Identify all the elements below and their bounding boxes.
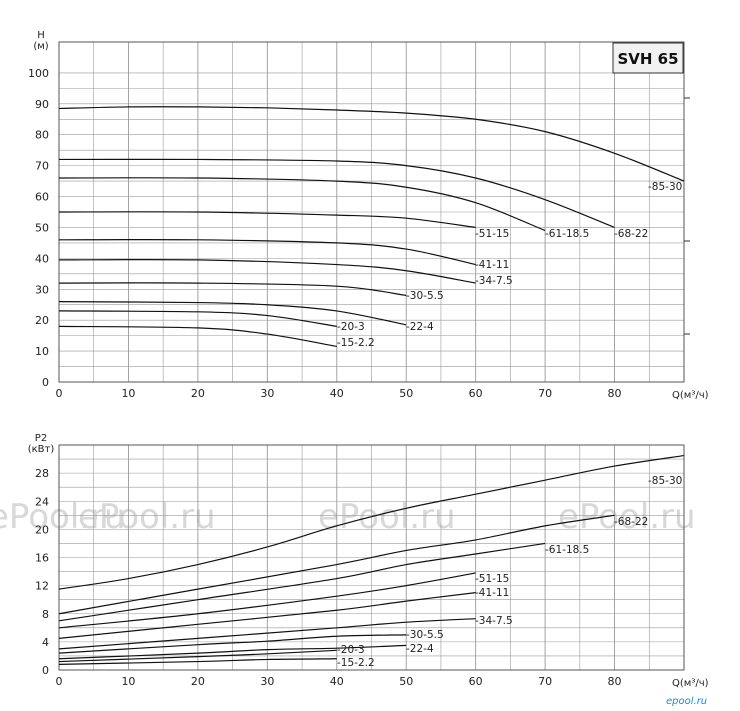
y-tick-label: 10 bbox=[35, 345, 49, 358]
x-tick-label: 20 bbox=[191, 387, 205, 400]
x-tick-label: 0 bbox=[56, 675, 63, 688]
watermark-text: ePool.ru bbox=[0, 497, 126, 537]
y-tick-label: 80 bbox=[35, 129, 49, 142]
series-line bbox=[58, 238, 476, 266]
y-tick-label: 60 bbox=[35, 191, 49, 204]
series-label: -15-2.2 bbox=[337, 657, 375, 669]
series-line bbox=[58, 542, 546, 622]
series-label: -30-5.5 bbox=[406, 290, 444, 302]
series-label: -34-7.5 bbox=[475, 275, 513, 287]
watermark-text: ePool.ru bbox=[78, 497, 216, 537]
power-chart: 0 10 20 30 40 50 60 70 80 Q(м³/ч) 0 4 8 12 16 20 24 28 P2(… bbox=[28, 433, 709, 689]
x-tick-label: 20 bbox=[191, 675, 205, 688]
series-line bbox=[58, 301, 407, 326]
series-label: -85-30 bbox=[648, 475, 682, 487]
watermark-text: ePool.ru bbox=[558, 497, 696, 537]
series-line bbox=[58, 211, 476, 229]
series-label: -15-2.2 bbox=[337, 337, 375, 349]
x-tick-label: 50 bbox=[399, 675, 413, 688]
y-tick-label: 12 bbox=[35, 580, 49, 593]
y-axis-unit: (м) bbox=[33, 41, 48, 52]
series-label: -51-15 bbox=[475, 573, 509, 585]
x-axis-label: Q(м³/ч) bbox=[672, 390, 709, 401]
series-label: -22-4 bbox=[406, 643, 434, 655]
y-tick-label: 16 bbox=[35, 552, 49, 565]
series-label: -20-3 bbox=[337, 321, 365, 333]
y-tick-label: 28 bbox=[35, 467, 49, 480]
x-tick-label: 10 bbox=[121, 387, 135, 400]
y-tick-label: 8 bbox=[42, 608, 49, 621]
series-line bbox=[58, 592, 476, 639]
y-tick-label: 100 bbox=[28, 67, 49, 80]
x-tick-label: 70 bbox=[538, 387, 552, 400]
y-tick-label: 30 bbox=[35, 283, 49, 296]
series-line bbox=[58, 572, 476, 629]
y-axis-label: P2 bbox=[35, 433, 47, 444]
series-label: -22-4 bbox=[406, 321, 434, 333]
x-tick-label: 0 bbox=[56, 387, 63, 400]
series-label: -61-18.5 bbox=[545, 228, 589, 240]
watermark-layer: ePool.ru ePool.ru ePool.ru ePool.ru bbox=[0, 497, 696, 537]
series-label: -34-7.5 bbox=[475, 615, 513, 627]
series-line bbox=[58, 634, 407, 654]
series-label: -41-11 bbox=[475, 587, 509, 599]
x-tick-label: 80 bbox=[608, 675, 622, 688]
series-line bbox=[58, 618, 476, 650]
logo: epool.ru bbox=[666, 696, 707, 707]
grid bbox=[58, 444, 685, 671]
series-label: -51-15 bbox=[475, 228, 509, 240]
series-label: -20-3 bbox=[337, 644, 365, 656]
y-tick-label: 4 bbox=[42, 636, 49, 649]
series-line bbox=[58, 177, 546, 232]
series-line bbox=[58, 454, 685, 590]
series-label: -85-30 bbox=[648, 181, 682, 193]
y-tick-label: 90 bbox=[35, 98, 49, 111]
series-line bbox=[58, 325, 337, 348]
x-tick-label: 60 bbox=[469, 387, 483, 400]
series-label: -41-11 bbox=[475, 259, 509, 271]
model-badge: SVH 65 bbox=[612, 42, 684, 74]
series-line bbox=[58, 310, 337, 327]
series-line bbox=[58, 658, 337, 665]
series-label: -68-22 bbox=[614, 228, 648, 240]
series-label: -61-18.5 bbox=[545, 544, 589, 556]
x-tick-label: 30 bbox=[260, 387, 274, 400]
y-tick-label: 0 bbox=[42, 376, 49, 389]
y-axis-unit: (кВт) bbox=[28, 444, 55, 455]
model-badge-label: SVH 65 bbox=[617, 50, 678, 68]
x-axis-label: Q(м³/ч) bbox=[672, 678, 709, 689]
series-line bbox=[58, 644, 407, 660]
series-line bbox=[58, 514, 615, 615]
series-label: -68-22 bbox=[614, 516, 648, 528]
watermark-text: ePool.ru bbox=[318, 497, 456, 537]
series-line bbox=[58, 282, 407, 297]
x-tick-label: 30 bbox=[260, 675, 274, 688]
series-line bbox=[58, 106, 685, 182]
y-axis-label: H bbox=[37, 30, 45, 41]
plot-frame bbox=[58, 444, 685, 671]
x-tick-label: 80 bbox=[608, 387, 622, 400]
model-badge-box bbox=[612, 42, 684, 74]
y-tick-label: 0 bbox=[42, 664, 49, 677]
x-tick-label: 50 bbox=[399, 387, 413, 400]
y-tick-label: 24 bbox=[35, 495, 49, 508]
head-chart: 0 10 20 30 40 50 60 70 80 Q(м³/ч) 0 10 20 30 40 50 60 70 8… bbox=[28, 30, 709, 401]
series-label: -30-5.5 bbox=[406, 629, 444, 641]
y-tick-label: 70 bbox=[35, 160, 49, 173]
y-tick-label: 20 bbox=[35, 314, 49, 327]
x-tick-label: 10 bbox=[121, 675, 135, 688]
x-tick-label: 60 bbox=[469, 675, 483, 688]
y-tick-label: 20 bbox=[35, 523, 49, 536]
series-line bbox=[58, 158, 615, 229]
series-line bbox=[58, 258, 476, 284]
x-tick-label: 40 bbox=[330, 387, 344, 400]
series-line bbox=[58, 649, 337, 663]
x-tick-label: 40 bbox=[330, 675, 344, 688]
y-tick-label: 50 bbox=[35, 221, 49, 234]
y-tick-label: 40 bbox=[35, 252, 49, 265]
x-tick-label: 70 bbox=[538, 675, 552, 688]
